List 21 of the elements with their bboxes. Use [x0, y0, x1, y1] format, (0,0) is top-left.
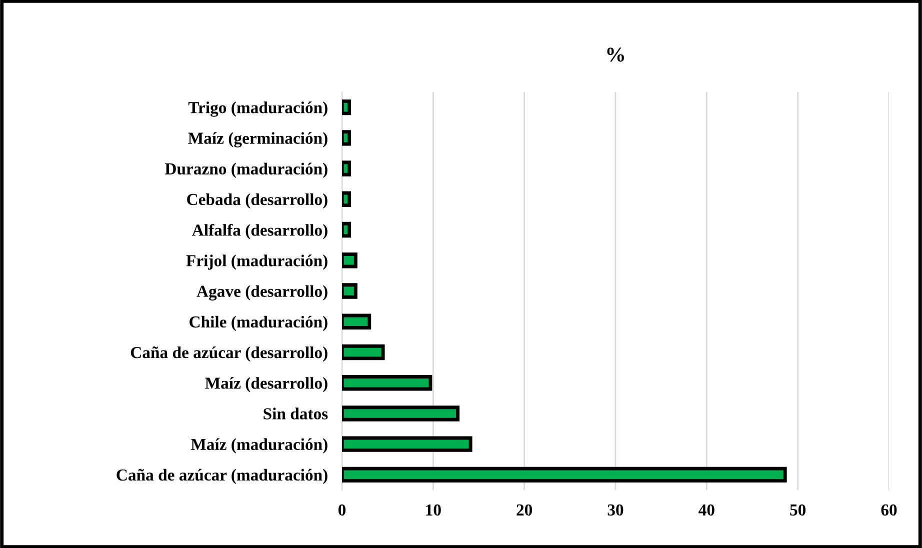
x-tick-label: 20 — [516, 504, 532, 516]
y-tick-label: Maíz (germinación) — [188, 132, 328, 148]
y-tick-label: Durazno (maduración) — [164, 162, 328, 178]
y-tick-label: Caña de azúcar (desarrollo) — [130, 346, 328, 362]
chart-title: % — [607, 48, 624, 62]
y-tick-label: Maíz (desarrollo) — [205, 377, 328, 392]
x-tick-label: 10 — [426, 504, 441, 516]
y-tick-label: Alfalfa (desarrollo) — [192, 224, 328, 240]
x-tick-label: 40 — [698, 504, 714, 516]
x-tick-label: 30 — [608, 504, 624, 516]
y-tick-label: Trigo (maduración) — [188, 102, 328, 117]
y-tick-label: Frijol (maduración) — [186, 254, 328, 270]
y-tick-label: Caña de azúcar (maduración) — [116, 468, 328, 484]
x-tick-label: 60 — [881, 504, 897, 516]
x-tick-label: 0 — [338, 504, 346, 516]
y-tick-label: Maíz (maduración) — [190, 438, 328, 454]
y-tick-label: Chile (maduración) — [190, 316, 328, 331]
y-tick-label: Sin datos — [264, 408, 328, 420]
x-tick-label: 50 — [790, 504, 806, 516]
y-tick-label: Cebada (desarrollo) — [187, 193, 328, 208]
y-tick-label: Agave (desarrollo) — [196, 285, 328, 300]
